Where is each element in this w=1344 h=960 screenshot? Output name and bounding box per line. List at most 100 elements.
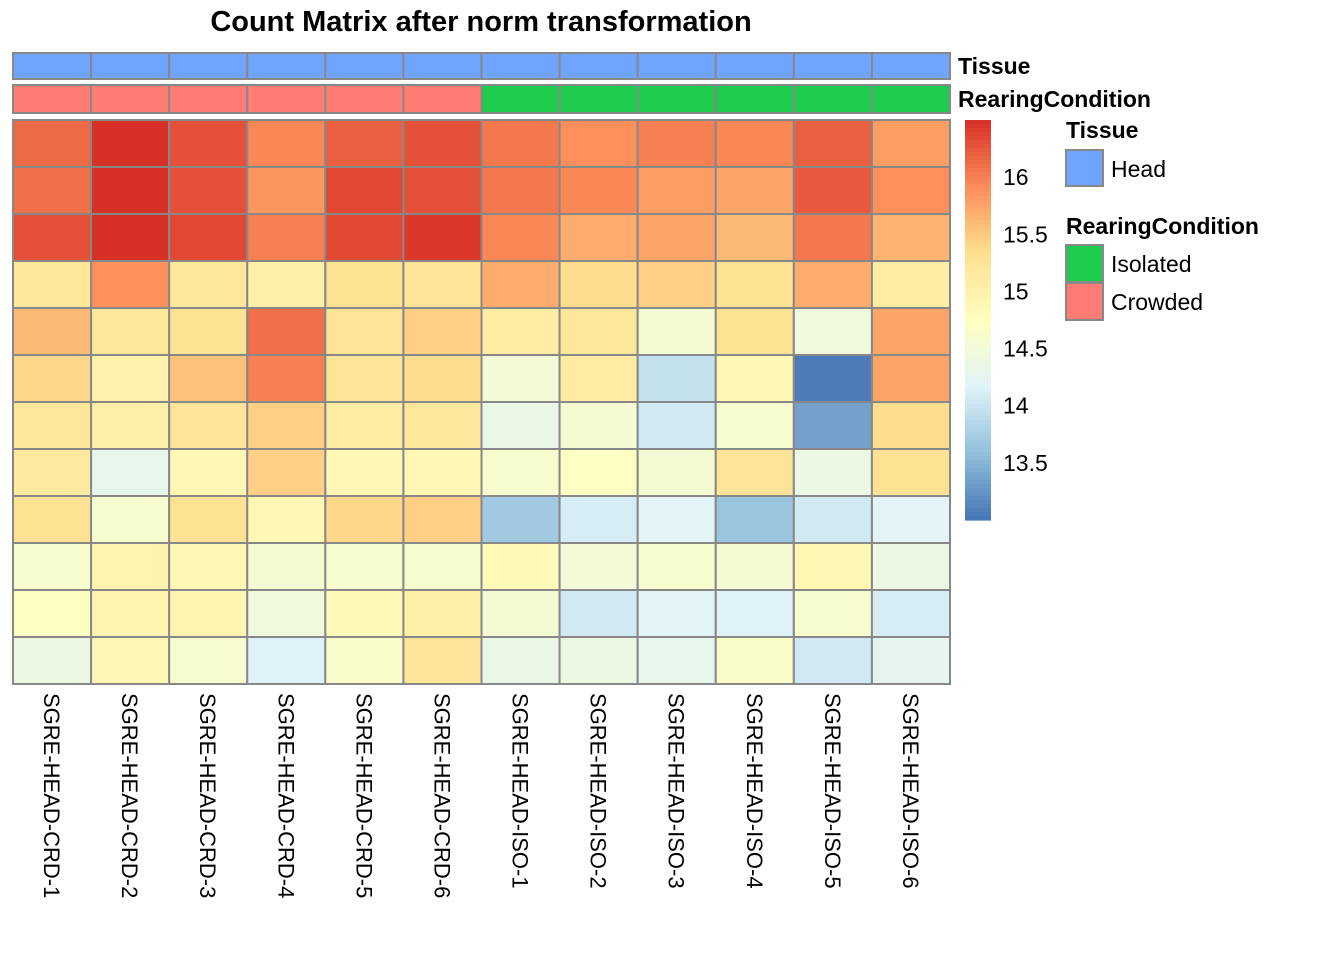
heatmap-cell	[480, 213, 561, 262]
heatmap-cell	[90, 354, 171, 403]
annotation-cell-tissue	[324, 52, 405, 80]
colorbar-segment	[965, 252, 991, 257]
heatmap-cell	[558, 448, 639, 497]
colorbar-tick-label: 13.5	[1003, 450, 1048, 476]
heatmap-cell	[792, 307, 873, 356]
heatmap-cell	[480, 260, 561, 309]
heatmap-cell	[168, 260, 249, 309]
heatmap-cell	[792, 495, 873, 544]
colorbar-segment	[965, 444, 991, 449]
annotation-label-tissue: Tissue	[958, 53, 1030, 79]
annotation-cell-rearingcondition	[90, 84, 171, 114]
colorbar-segment	[965, 388, 991, 393]
colorbar-tick-label: 16	[1003, 164, 1029, 190]
column-label: SGRE-HEAD-CRD-2	[117, 693, 142, 898]
heatmap-cell	[870, 495, 952, 544]
heatmap-cell	[870, 401, 952, 450]
colorbar-segment	[965, 332, 991, 337]
heatmap-cell	[636, 542, 717, 591]
heatmap-cell	[636, 448, 717, 497]
colorbar-segment	[965, 256, 991, 261]
annotation-cell-rearingcondition	[168, 84, 249, 114]
heatmap-cell	[792, 401, 873, 450]
colorbar-segment	[965, 372, 991, 377]
heatmap-cell	[558, 119, 639, 168]
colorbar-segment	[965, 376, 991, 381]
heatmap-cell	[558, 166, 639, 215]
colorbar-segment	[965, 336, 991, 341]
heatmap-cell	[90, 448, 171, 497]
column-label: SGRE-HEAD-CRD-6	[429, 693, 454, 898]
heatmap-cell	[558, 307, 639, 356]
heatmap-cell	[714, 542, 795, 591]
heatmap-cell	[324, 260, 405, 309]
colorbar-segment	[965, 480, 991, 485]
column-label: SGRE-HEAD-ISO-1	[508, 693, 533, 889]
heatmap-cell	[246, 401, 327, 450]
heatmap-cell	[714, 589, 795, 638]
heatmap-cell	[324, 307, 405, 356]
colorbar-segment	[965, 204, 991, 209]
heatmap-cell	[168, 166, 249, 215]
annotation-cell-tissue	[714, 52, 795, 80]
colorbar-segment	[965, 160, 991, 165]
heatmap-cell	[324, 119, 405, 168]
heatmap-cell	[324, 213, 405, 262]
heatmap-cell	[636, 260, 717, 309]
colorbar-segment	[965, 216, 991, 221]
heatmap-cell	[168, 401, 249, 450]
colorbar-tick-label: 14	[1003, 393, 1029, 419]
heatmap-cell	[714, 495, 795, 544]
annotation-cell-rearingcondition	[324, 84, 405, 114]
heatmap-cell	[792, 354, 873, 403]
heatmap-cell	[246, 213, 327, 262]
heatmap-cell	[792, 636, 873, 685]
heatmap-cell	[480, 589, 561, 638]
heatmap-cell	[870, 119, 952, 168]
heatmap-cell	[714, 354, 795, 403]
colorbar-segment	[965, 152, 991, 157]
colorbar-segment	[965, 360, 991, 365]
heatmap-cell	[246, 448, 327, 497]
heatmap-cell	[90, 401, 171, 450]
heatmap-cell	[168, 636, 249, 685]
colorbar-segment	[965, 504, 991, 509]
annotation-cell-tissue	[480, 52, 561, 80]
annotation-cell-tissue	[792, 52, 873, 80]
colorbar-segment	[965, 200, 991, 205]
heatmap-cell	[402, 166, 483, 215]
heatmap-cell	[168, 542, 249, 591]
colorbar-segment	[965, 440, 991, 445]
colorbar-segment	[965, 244, 991, 249]
heatmap-cell	[636, 636, 717, 685]
heatmap-cell	[870, 636, 952, 685]
heatmap-cell	[636, 589, 717, 638]
heatmap-cell	[90, 636, 171, 685]
heatmap-cell	[714, 401, 795, 450]
heatmap-cell	[792, 166, 873, 215]
colorbar-segment	[965, 304, 991, 309]
annotation-cell-rearingcondition	[402, 84, 483, 114]
heatmap-cell	[714, 213, 795, 262]
colorbar-segment	[965, 296, 991, 301]
colorbar-segment	[965, 172, 991, 177]
heatmap-cell	[246, 260, 327, 309]
heatmap-cell	[714, 307, 795, 356]
colorbar-segment	[965, 312, 991, 317]
colorbar-segment	[965, 488, 991, 493]
annotation-cell-tissue	[90, 52, 171, 80]
annotation-cell-tissue	[12, 52, 93, 80]
heatmap-cell	[246, 307, 327, 356]
colorbar-segment	[965, 280, 991, 285]
heatmap-cell	[402, 401, 483, 450]
heatmap-cell	[480, 166, 561, 215]
heatmap-cell	[792, 119, 873, 168]
heatmap-cell	[168, 119, 249, 168]
heatmap-cell	[480, 495, 561, 544]
colorbar-segment	[965, 452, 991, 457]
colorbar-segment	[965, 300, 991, 305]
colorbar-segment	[965, 212, 991, 217]
colorbar-segment	[965, 384, 991, 389]
annotation-cell-tissue	[246, 52, 327, 80]
annotation-cell-tissue	[168, 52, 249, 80]
